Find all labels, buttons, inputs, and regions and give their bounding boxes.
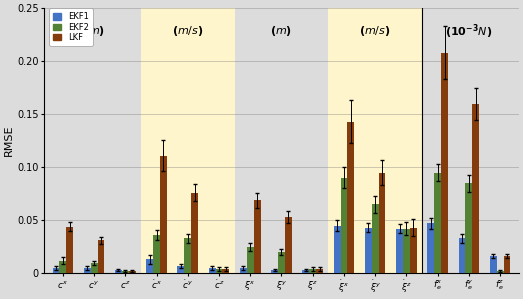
Legend: EKF1, EKF2, LKF: EKF1, EKF2, LKF [49, 8, 93, 46]
Bar [278, 252, 285, 273]
Bar [472, 104, 479, 273]
Bar [403, 229, 410, 273]
Bar [340, 178, 347, 273]
Bar [285, 217, 292, 273]
Bar [441, 53, 448, 273]
Bar [153, 235, 160, 273]
Bar [334, 225, 340, 273]
Bar [122, 271, 129, 273]
Bar [215, 269, 222, 273]
Bar [410, 228, 417, 273]
Bar [254, 200, 260, 273]
Bar [309, 269, 316, 273]
Bar [129, 271, 135, 273]
Bar [240, 268, 247, 273]
Bar [52, 268, 60, 273]
Bar [247, 247, 254, 273]
Bar [90, 263, 97, 273]
Bar [271, 270, 278, 273]
Bar [379, 173, 385, 273]
Bar [427, 223, 434, 273]
Bar [60, 260, 66, 273]
Bar [84, 268, 90, 273]
Bar [497, 271, 504, 273]
Text: $\boldsymbol{(\mathit{m/s})}$: $\boldsymbol{(\mathit{m/s})}$ [359, 25, 391, 39]
Bar [459, 238, 465, 273]
Bar [191, 193, 198, 273]
Bar [209, 268, 215, 273]
Bar [490, 256, 497, 273]
Text: $\mathbf{(10^{-3}\mathit{N})}$: $\mathbf{(10^{-3}\mathit{N})}$ [445, 22, 493, 41]
Y-axis label: RMSE: RMSE [4, 125, 14, 156]
Bar [396, 229, 403, 273]
Bar [184, 238, 191, 273]
Bar [146, 260, 153, 273]
Text: $\boldsymbol{(\mathit{m/s})}$: $\boldsymbol{(\mathit{m/s})}$ [172, 25, 203, 39]
Text: $\boldsymbol{(\mathit{m})}$: $\boldsymbol{(\mathit{m})}$ [83, 25, 105, 39]
Bar [177, 266, 184, 273]
Bar [365, 228, 372, 273]
Bar [465, 183, 472, 273]
Bar [434, 173, 441, 273]
Bar [316, 269, 323, 273]
Text: $\boldsymbol{(\mathit{m})}$: $\boldsymbol{(\mathit{m})}$ [270, 25, 292, 39]
Bar [372, 204, 379, 273]
Bar [141, 8, 235, 273]
Bar [160, 155, 167, 273]
Bar [347, 122, 354, 273]
Bar [97, 240, 105, 273]
Bar [328, 8, 422, 273]
Bar [115, 270, 122, 273]
Bar [504, 256, 510, 273]
Bar [222, 269, 229, 273]
Bar [66, 227, 73, 273]
Bar [302, 270, 309, 273]
